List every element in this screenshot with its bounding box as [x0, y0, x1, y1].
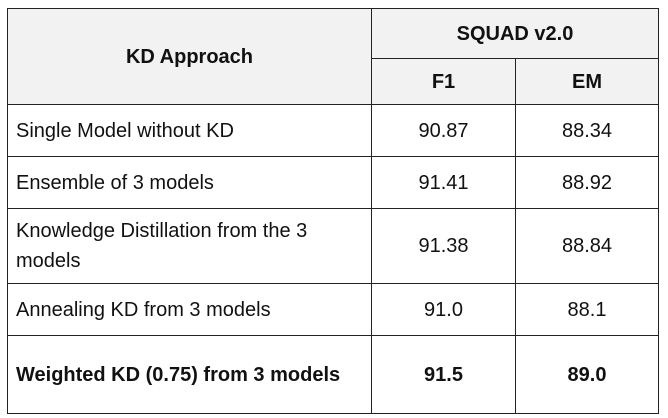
results-table: KD Approach SQUAD v2.0 F1 EM Single Mode… — [7, 8, 659, 414]
approach-cell: Knowledge Distillation from the 3 models — [7, 208, 372, 284]
em-cell: 88.34 — [515, 104, 659, 157]
table-row: Knowledge Distillation from the 3 models… — [7, 208, 659, 284]
f1-column-header: F1 — [371, 58, 516, 105]
table-row: Single Model without KD 90.87 88.34 — [7, 104, 659, 157]
table-row: Ensemble of 3 models 91.41 88.92 — [7, 156, 659, 209]
f1-cell: 91.38 — [371, 208, 516, 284]
header-row-top: KD Approach SQUAD v2.0 — [7, 8, 659, 105]
f1-cell: 91.5 — [371, 335, 516, 414]
dataset-header: SQUAD v2.0 — [371, 8, 659, 59]
approach-cell: Single Model without KD — [7, 104, 372, 157]
table-row: Annealing KD from 3 models 91.0 88.1 — [7, 283, 659, 336]
em-cell: 88.1 — [515, 283, 659, 336]
approach-column-header: KD Approach — [7, 8, 372, 105]
f1-cell: 91.0 — [371, 283, 516, 336]
approach-cell: Annealing KD from 3 models — [7, 283, 372, 336]
em-cell: 88.92 — [515, 156, 659, 209]
header-row-metrics: F1 EM — [8, 58, 659, 105]
f1-cell: 91.41 — [371, 156, 516, 209]
approach-cell: Ensemble of 3 models — [7, 156, 372, 209]
approach-cell: Weighted KD (0.75) from 3 models — [7, 335, 372, 414]
em-column-header: EM — [515, 58, 659, 105]
em-cell: 89.0 — [515, 335, 659, 414]
em-cell: 88.84 — [515, 208, 659, 284]
table-row-highlighted: Weighted KD (0.75) from 3 models 91.5 89… — [7, 335, 659, 414]
f1-cell: 90.87 — [371, 104, 516, 157]
